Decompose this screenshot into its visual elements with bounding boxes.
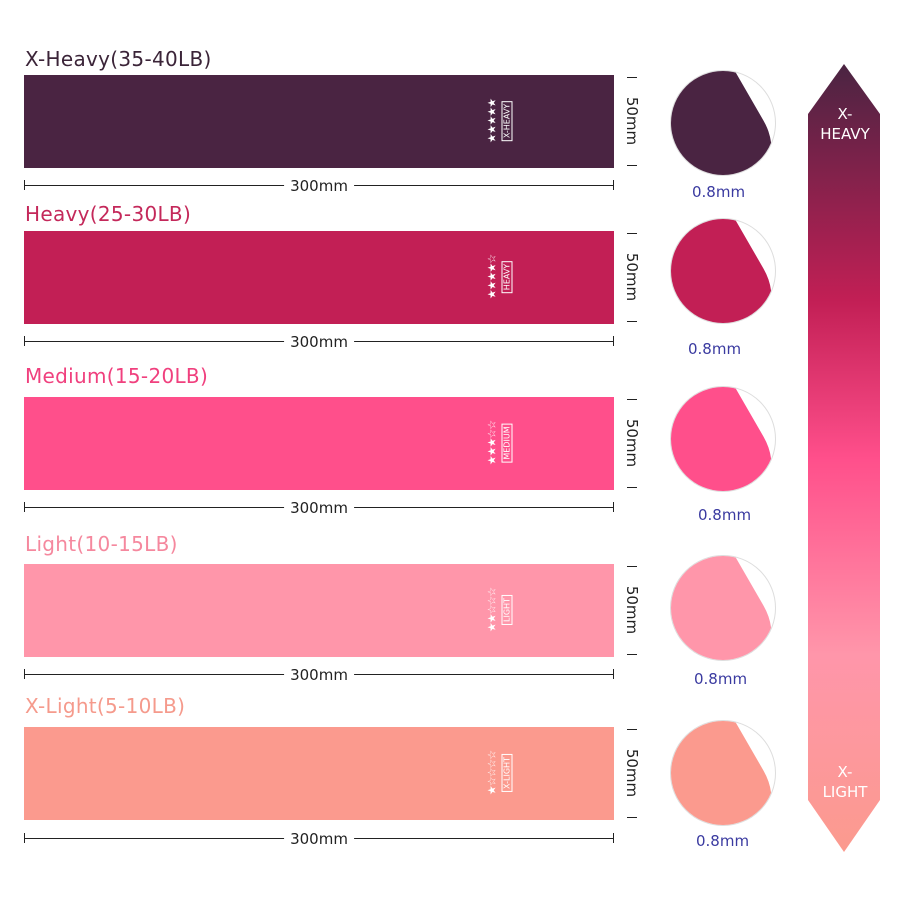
length-dimension: 300mm — [24, 177, 614, 195]
band-tag: ★★★★☆ HEAVY — [486, 231, 544, 324]
thickness-closeup — [670, 386, 776, 492]
band-swatch: ★★☆☆☆ LIGHT — [24, 564, 614, 657]
band-tag: ★★★★★ X-HEAVY — [486, 75, 544, 168]
thickness-closeup — [670, 555, 776, 661]
band-tag-label: X-LIGHT — [501, 754, 513, 792]
width-dimension: 50mm — [622, 75, 642, 168]
star-rating-icon: ★★★★☆ — [485, 254, 499, 300]
width-label: 50mm — [623, 252, 641, 302]
thickness-label: 0.8mm — [688, 340, 742, 358]
band-tag-label: MEDIUM — [501, 423, 513, 463]
band-title: Heavy(25-30LB) — [25, 202, 192, 226]
band-title: Light(10-15LB) — [25, 532, 178, 556]
band-swatch: ★★★★★ X-HEAVY — [24, 75, 614, 168]
length-label: 300mm — [284, 499, 354, 517]
length-dimension: 300mm — [24, 666, 614, 684]
star-rating-icon: ★★★★★ — [485, 98, 499, 144]
band-tag-label: X-HEAVY — [501, 100, 513, 142]
width-dimension: 50mm — [622, 397, 642, 490]
thickness-closeup — [670, 218, 776, 324]
width-label: 50mm — [623, 585, 641, 635]
band-swatch: ★☆☆☆☆ X-LIGHT — [24, 727, 614, 820]
thickness-label: 0.8mm — [692, 183, 746, 201]
thickness-label: 0.8mm — [694, 670, 748, 688]
length-dimension: 300mm — [24, 499, 614, 517]
length-dimension: 300mm — [24, 830, 614, 848]
length-label: 300mm — [284, 333, 354, 351]
band-tag: ★★☆☆☆ LIGHT — [486, 564, 544, 657]
thickness-closeup — [670, 70, 776, 176]
width-dimension: 50mm — [622, 564, 642, 657]
arrow-bottom-label: X- LIGHT — [822, 763, 868, 801]
intensity-arrow — [808, 64, 880, 852]
width-label: 50mm — [623, 748, 641, 798]
star-rating-icon: ★★☆☆☆ — [485, 587, 499, 633]
arrow-top-label: X- HEAVY — [820, 105, 870, 143]
band-title: X-Heavy(35-40LB) — [25, 47, 212, 71]
length-label: 300mm — [284, 177, 354, 195]
width-dimension: 50mm — [622, 727, 642, 820]
thickness-label: 0.8mm — [698, 506, 752, 524]
thickness-closeup — [670, 720, 776, 826]
width-dimension: 50mm — [622, 231, 642, 324]
width-label: 50mm — [623, 96, 641, 146]
band-title: X-Light(5-10LB) — [25, 694, 186, 718]
star-rating-icon: ★★★☆☆ — [485, 420, 499, 466]
width-label: 50mm — [623, 418, 641, 468]
band-tag-label: HEAVY — [501, 260, 513, 294]
band-tag: ★☆☆☆☆ X-LIGHT — [486, 727, 544, 820]
band-tag: ★★★☆☆ MEDIUM — [486, 397, 544, 490]
star-rating-icon: ★☆☆☆☆ — [485, 750, 499, 796]
length-label: 300mm — [284, 830, 354, 848]
band-title: Medium(15-20LB) — [25, 364, 209, 388]
band-swatch: ★★★☆☆ MEDIUM — [24, 397, 614, 490]
thickness-label: 0.8mm — [696, 832, 750, 850]
length-dimension: 300mm — [24, 333, 614, 351]
band-tag-label: LIGHT — [501, 595, 513, 625]
length-label: 300mm — [284, 666, 354, 684]
band-swatch: ★★★★☆ HEAVY — [24, 231, 614, 324]
